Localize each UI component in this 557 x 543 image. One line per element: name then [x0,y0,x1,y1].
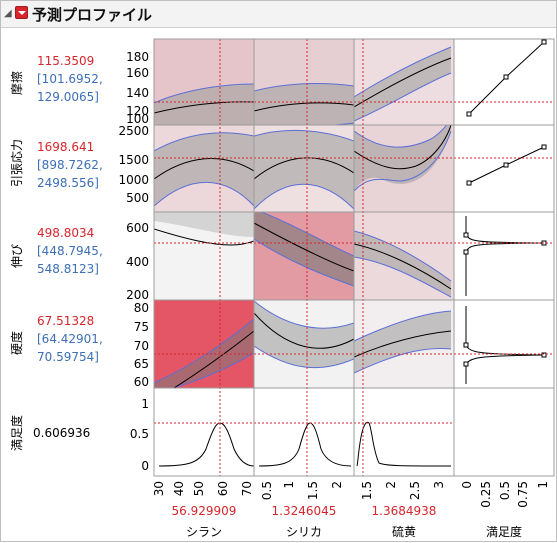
y-tick: 65 [134,357,149,371]
x-tick: 30 [152,481,166,496]
response-ci-high-hardness: 70.59754] [37,350,99,364]
factor-name-silane: シラン [186,525,222,539]
trace-tensile-vs-silane [154,132,254,207]
x-tick: 1 [536,481,550,489]
grid-borders [153,38,555,477]
y-tick: 100 [126,112,149,126]
x-tick: 2 [330,481,344,489]
response-ci-high-friction: 129.0065] [37,90,99,104]
factor-name-sulfur: 硫黄 [392,524,416,539]
x-tick: 0.75 [516,481,530,508]
y-tick: 2500 [118,124,149,138]
x-tick: 2.5 [408,481,422,500]
trace-hardness-vs-silane [154,318,254,388]
y-tick: 60 [134,375,149,389]
response-value-elongation: 498.8034 [37,226,94,240]
response-value-friction: 115.3509 [37,54,94,68]
response-name-friction: 摩擦 [9,71,24,95]
y-tick: 500 [126,191,149,205]
x-tick: 1 [282,481,296,489]
y-tick: 1 [141,397,149,411]
response-value-desirability: 0.606936 [33,426,90,440]
y-tick: 400 [126,255,149,269]
y-tick: 0.5 [130,427,149,441]
x-tick: 0 [460,481,474,489]
y-tick: 1500 [118,153,149,167]
x-tick: 0.5 [260,481,274,500]
x-axis-ticks: 30 40 50 60 70 0.5 1 1.5 2 1.5 2 2.5 3 0… [152,481,550,508]
response-name-elongation: 伸び [10,244,24,268]
factor-labels: 56.929909 1.3246045 1.3684938 シラン シリカ 硫黄… [172,504,522,539]
trace-hardness-vs-silica [254,300,354,369]
red-triangle-menu-icon[interactable] [15,6,28,19]
y-tick: 200 [126,288,149,302]
y-tick: 600 [126,221,149,235]
x-tick: 1.5 [360,481,374,500]
response-ci-high-elongation: 548.8123] [37,262,99,276]
x-tick: 0.25 [479,481,493,508]
response-name-desirability: 満足度 [9,415,24,451]
trace-elongation-vs-silane [154,212,254,246]
response-labels: 摩擦 115.3509 [101.6952, 129.0065] 引張応力 16… [9,54,103,451]
factor-value-sulfur[interactable]: 1.3684938 [372,504,437,518]
y-tick: 140 [126,86,149,100]
x-tick: 70 [240,481,254,496]
y-tick: 180 [126,50,149,64]
y-tick: 70 [134,339,149,353]
response-name-hardness: 硬度 [9,331,24,355]
factor-name-desirability: 満足度 [486,524,522,539]
y-tick: 1000 [118,173,149,187]
response-ci-low-hardness: [64.42901, [37,332,103,346]
factor-value-silica[interactable]: 1.3246045 [272,504,337,518]
trace-friction-vs-silica [254,83,354,125]
y-tick: 0 [141,459,149,473]
response-ci-low-elongation: [448.7945, [37,244,103,258]
profiler-title: 予測プロファイル [32,6,153,24]
factor-name-silica: シリカ [286,525,322,539]
response-value-hardness: 67.51328 [37,314,94,328]
trace-hardness-vs-sulfur [354,310,452,374]
response-name-tensile: 引張応力 [10,139,24,187]
y-tick: 120 [126,104,149,118]
y-tick: 80 [134,301,149,315]
x-tick: 0.5 [498,481,512,500]
factor-value-silane[interactable]: 56.929909 [172,504,237,518]
x-tick: 60 [216,481,230,496]
y-tick: 75 [134,320,149,334]
response-ci-low-friction: [101.6952, [37,72,103,86]
x-tick: 3 [432,481,446,489]
trace-elongation-vs-sulfur [354,230,452,298]
response-value-tensile: 1698.641 [37,140,94,154]
response-ci-high-tensile: 2498.556] [37,176,99,190]
x-tick: 50 [192,481,206,496]
x-tick: 2 [384,481,398,489]
y-axis-ticks: 180 160 140 120 100 2500 1500 1000 500 6… [118,50,149,473]
y-tick: 160 [126,66,149,80]
x-tick: 1.5 [306,481,320,500]
x-tick: 40 [172,481,186,496]
profiler-header: ◢ 予測プロファイル [1,1,556,28]
response-ci-low-tensile: [898.7262, [37,158,103,172]
collapse-triangle-icon[interactable]: ◢ [4,8,12,19]
